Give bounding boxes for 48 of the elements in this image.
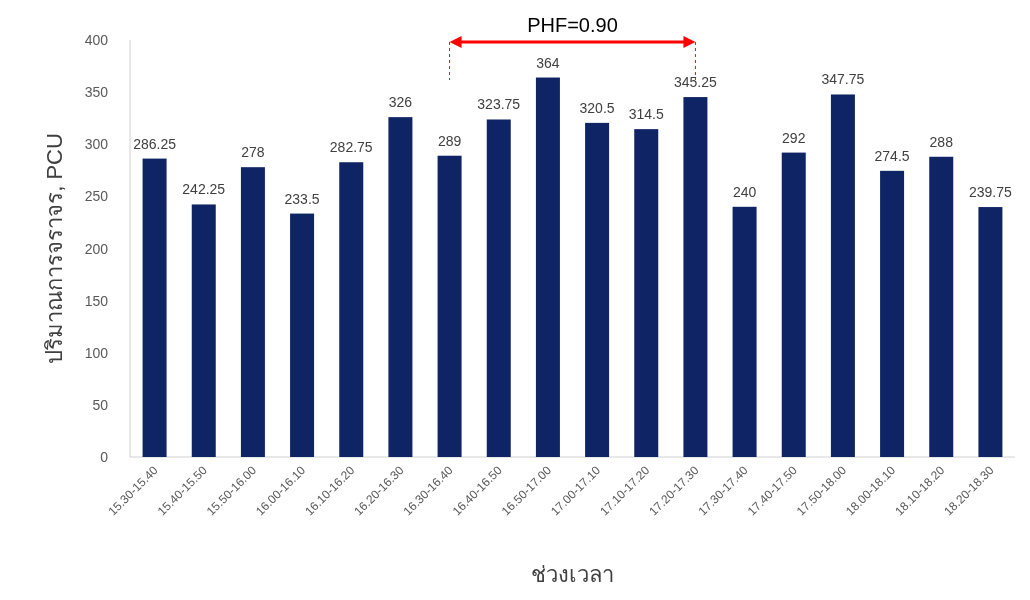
data-label: 326	[388, 94, 413, 111]
data-label: 288	[929, 133, 954, 150]
data-label: 242.25	[182, 181, 226, 198]
data-label: 274.5	[874, 147, 910, 164]
y-axis-title: ปริมาณการจราจร, PCU	[42, 133, 67, 364]
data-label: 314.5	[628, 106, 664, 123]
text: PHF=0.90	[527, 14, 618, 36]
data-label: 239.75	[969, 184, 1013, 201]
y-tick-label: 300	[84, 136, 109, 153]
data-label: 289	[437, 132, 462, 149]
bar	[535, 77, 560, 457]
bar	[437, 155, 462, 457]
data-label: 292	[782, 129, 806, 146]
bar	[290, 213, 315, 457]
bar	[732, 206, 757, 457]
bar	[585, 122, 610, 457]
data-label: 286.25	[133, 135, 177, 152]
data-label: 345.25	[674, 74, 718, 91]
bar	[142, 158, 167, 457]
y-tick-label: 250	[84, 188, 109, 205]
bar	[388, 117, 413, 457]
bar	[978, 207, 1003, 457]
bar	[634, 129, 659, 457]
y-tick-label: 50	[92, 396, 109, 413]
x-axis-title: ช่วงเวลา	[531, 562, 614, 587]
bar	[781, 152, 806, 457]
y-tick-label: 200	[84, 240, 109, 257]
bar	[929, 156, 954, 457]
bar	[830, 94, 855, 457]
bar	[339, 162, 364, 457]
data-label: 233.5	[284, 190, 320, 207]
y-tick-label: 350	[84, 84, 109, 101]
y-tick-label: 0	[100, 449, 109, 465]
y-tick-label: 100	[84, 344, 109, 361]
data-label: 282.75	[329, 139, 373, 156]
bar	[880, 170, 905, 457]
data-label: 323.75	[477, 96, 521, 113]
data-label: 347.75	[821, 71, 865, 88]
data-label: 278	[241, 144, 265, 161]
bar	[240, 167, 265, 457]
data-label: 240	[732, 183, 757, 200]
bar	[683, 97, 708, 457]
data-label: 320.5	[579, 99, 615, 116]
data-label: 364	[536, 54, 560, 71]
bar	[486, 119, 511, 457]
y-tick-label: 150	[84, 292, 109, 309]
bar	[191, 204, 216, 457]
y-tick-label: 400	[84, 32, 109, 48]
